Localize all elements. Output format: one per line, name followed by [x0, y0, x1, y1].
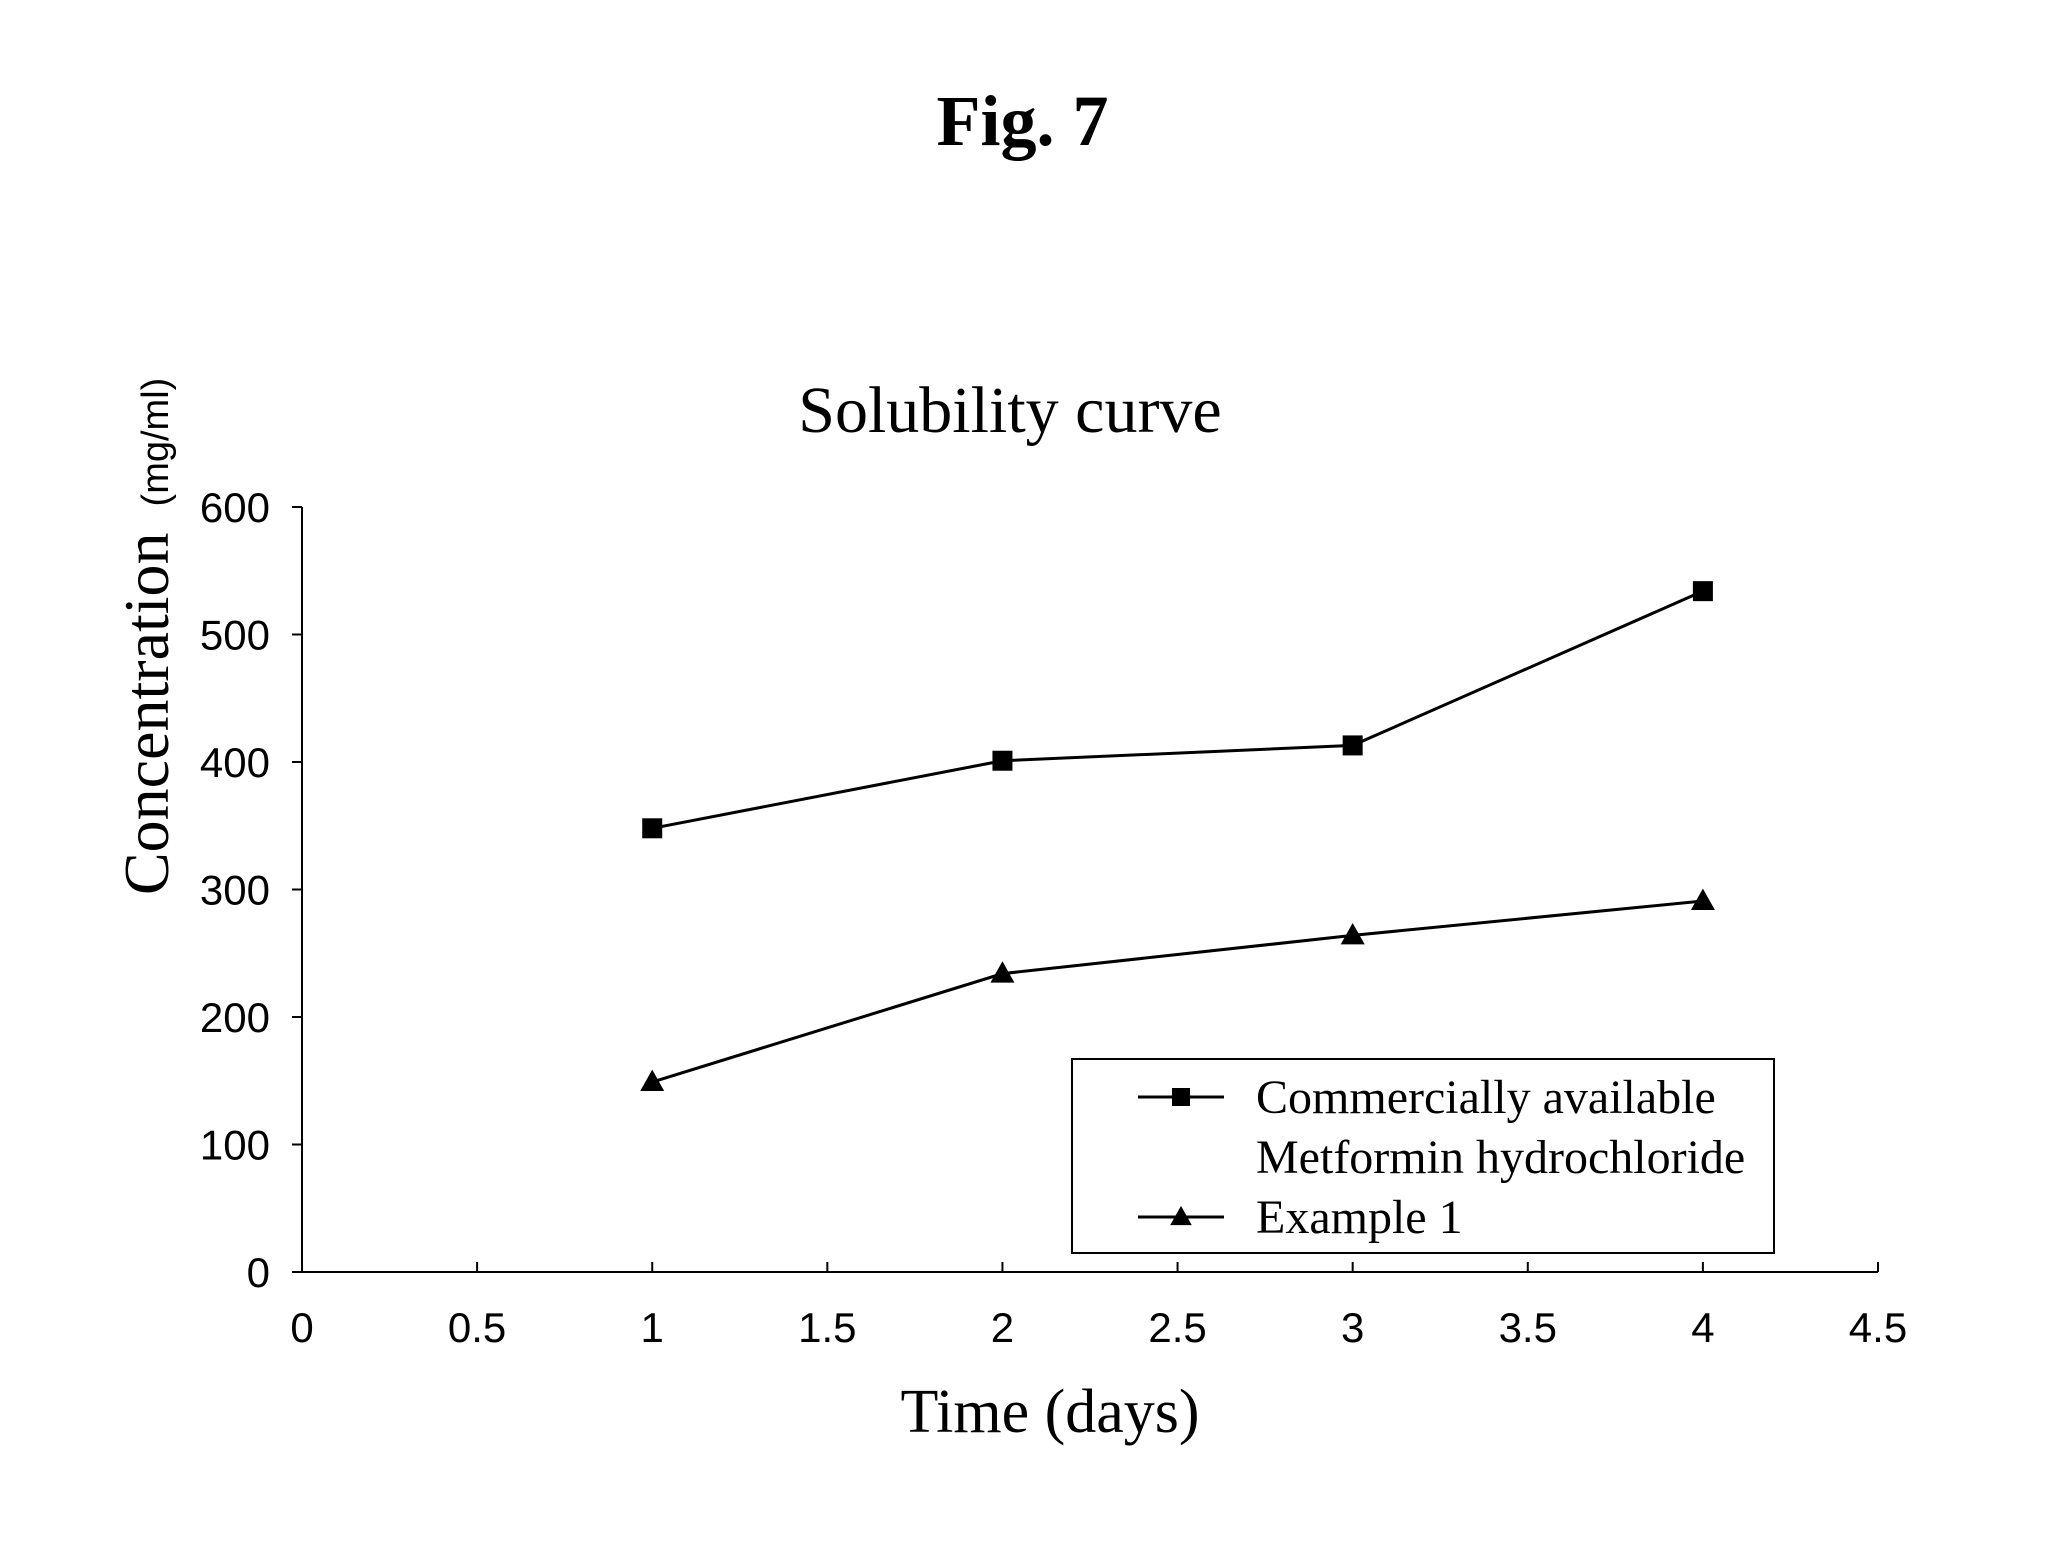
x-tick-label: 4 — [1691, 1304, 1714, 1351]
y-axis-label-main: Concentration — [111, 532, 182, 895]
legend-label-1: Metformin hydrochloride — [1256, 1131, 1745, 1184]
legend-label-1: Commercially available — [1256, 1071, 1716, 1124]
x-tick-label: 4.5 — [1849, 1304, 1907, 1351]
x-axis-label: Time (days) — [900, 1378, 1199, 1446]
y-tick-label: 200 — [200, 994, 270, 1041]
y-tick-label: 500 — [200, 612, 270, 659]
series-1-point — [992, 751, 1012, 771]
series-1-point — [1693, 581, 1713, 601]
y-tick-label: 0 — [247, 1249, 270, 1296]
x-tick-label: 0 — [290, 1304, 313, 1351]
legend-label-2: Example 1 — [1256, 1191, 1463, 1244]
plot-lines — [652, 591, 1703, 1082]
x-tick-label: 3.5 — [1499, 1304, 1557, 1351]
series-line-2 — [652, 901, 1703, 1082]
x-tick-label: 2.5 — [1148, 1304, 1206, 1351]
x-tick-label: 3 — [1341, 1304, 1364, 1351]
y-axis-label: Concentration (mg/ml) — [111, 378, 182, 895]
svg-text:Concentration (mg/ml): Concentration (mg/ml) — [111, 378, 182, 895]
x-tick-label: 1 — [641, 1304, 664, 1351]
series-1-point — [642, 818, 662, 838]
y-tick-label: 400 — [200, 739, 270, 786]
y-tick-label: 300 — [200, 867, 270, 914]
legend-swatch-marker-1 — [1172, 1088, 1190, 1106]
x-tick-label: 2 — [991, 1304, 1014, 1351]
x-tick-label: 0.5 — [448, 1304, 506, 1351]
solubility-chart: Solubility curve Concentration (mg/ml) T… — [0, 0, 2045, 1558]
y-tick-label: 600 — [200, 484, 270, 531]
chart-title: Solubility curve — [798, 374, 1221, 447]
x-tick-label: 1.5 — [798, 1304, 856, 1351]
y-tick-label: 100 — [200, 1122, 270, 1169]
series-line-1 — [652, 591, 1703, 828]
series-1-point — [1343, 735, 1363, 755]
series-2-point — [1691, 889, 1715, 910]
legend: Commercially available Metformin hydrochl… — [1072, 1059, 1774, 1253]
y-axis-label-unit: (mg/ml) — [135, 378, 177, 507]
